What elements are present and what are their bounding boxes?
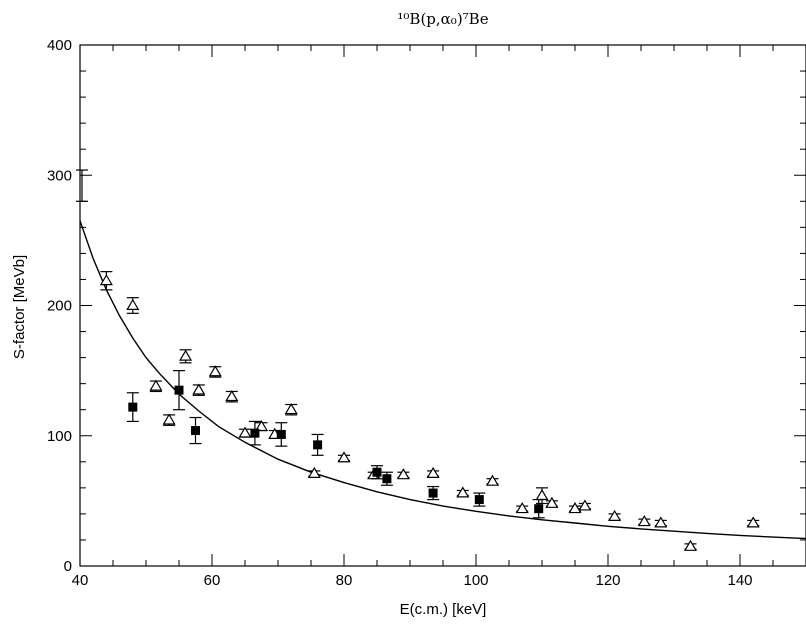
triangle-point	[568, 502, 582, 514]
triangle-point	[515, 502, 529, 514]
triangle-point	[683, 539, 698, 551]
square-point	[474, 495, 484, 505]
x-tick-label: 100	[463, 572, 488, 589]
plot-frame	[79, 44, 806, 567]
triangle-point	[337, 451, 351, 463]
square-point	[250, 428, 260, 438]
triangle-point	[608, 509, 622, 521]
triangle-point	[99, 274, 113, 286]
square-point	[276, 429, 286, 439]
x-tick-label: 60	[204, 572, 221, 589]
square-point	[174, 385, 184, 395]
square-point	[534, 504, 544, 514]
y-tick-label: 200	[47, 298, 72, 315]
x-tick-label: 120	[595, 572, 620, 589]
square-series	[126, 370, 545, 519]
triangle-point	[545, 496, 559, 508]
square-point	[313, 440, 323, 450]
triangle-point	[208, 365, 222, 377]
triangle-point	[485, 474, 500, 486]
triangle-point	[126, 298, 140, 310]
x-tick-label: 80	[336, 572, 353, 589]
triangle-point	[254, 419, 269, 432]
triangle-point	[535, 488, 549, 501]
axis-tick-labels: 40 60 80 100 120 140 0 100 200 300 400	[47, 37, 753, 589]
fit-curve	[79, 220, 806, 540]
y-tick-label: 300	[47, 167, 72, 184]
square-point	[191, 426, 200, 436]
triangle-point	[238, 426, 252, 438]
square-point	[372, 467, 382, 477]
triangle-point	[307, 466, 321, 478]
x-tick-label: 140	[727, 572, 752, 589]
chart-title: ¹⁰B(p,α₀)⁷Be	[397, 10, 488, 28]
x-axis-label: E(c.m.) [keV]	[400, 601, 487, 618]
triangle-point	[456, 486, 470, 498]
triangle-point	[192, 383, 206, 395]
y-tick-label: 400	[47, 37, 72, 54]
y-axis-label: S-factor [MeVb]	[11, 255, 28, 359]
square-point	[382, 474, 392, 484]
triangle-point	[284, 403, 298, 415]
triangle-point	[746, 516, 760, 528]
triangle-point	[426, 466, 440, 478]
triangle-point	[225, 389, 239, 402]
triangle-point	[578, 499, 592, 511]
triangle-point	[179, 349, 193, 361]
x-tick-label: 40	[72, 572, 89, 589]
triangle-point	[396, 468, 410, 480]
triangle-point	[149, 379, 163, 391]
y-tick-label: 100	[47, 428, 72, 445]
triangle-series	[75, 169, 760, 551]
triangle-point	[654, 516, 668, 528]
axis-ticks	[79, 44, 806, 567]
triangle-point	[162, 413, 176, 425]
triangle-point	[637, 515, 651, 527]
square-point	[428, 488, 438, 498]
square-point	[128, 402, 138, 412]
y-tick-label: 0	[64, 558, 72, 575]
